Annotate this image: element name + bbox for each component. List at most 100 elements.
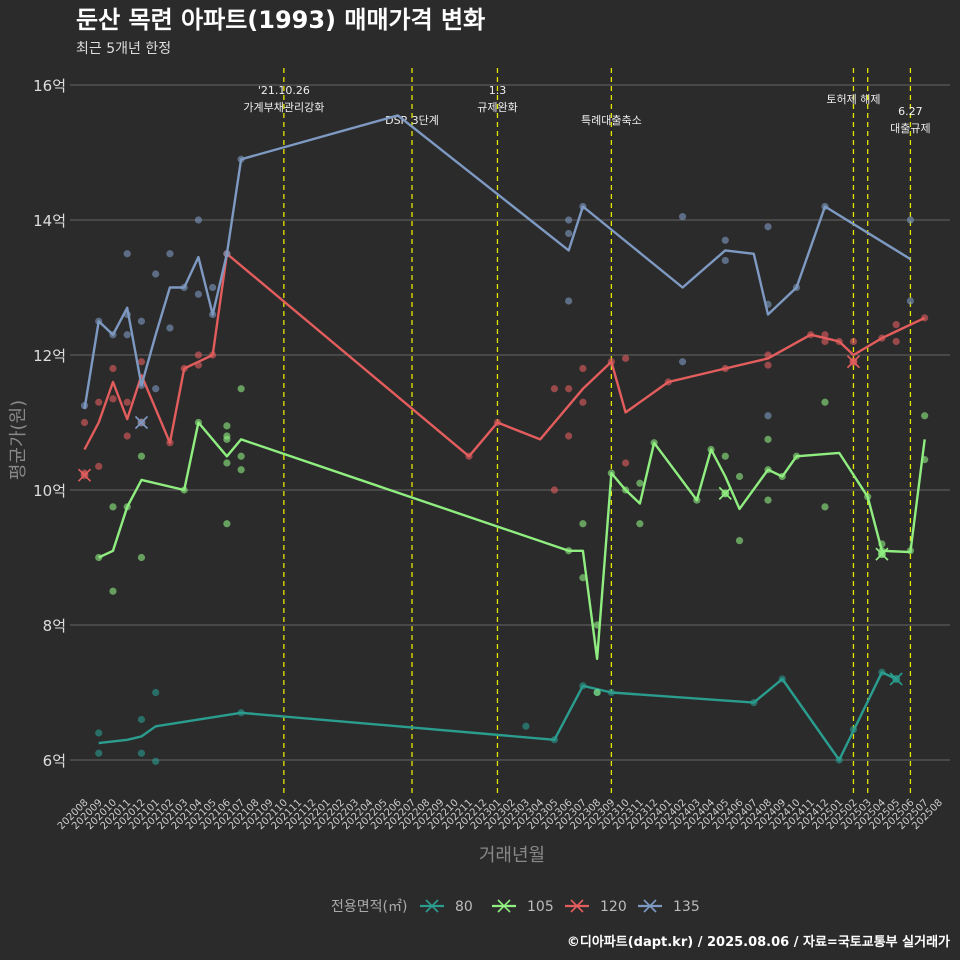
y-axis-ticks: 6억 8억 10억 12억 14억 16억 bbox=[33, 77, 66, 770]
data-point bbox=[821, 503, 829, 511]
data-point bbox=[194, 290, 203, 298]
event-label: 1.3 bbox=[489, 84, 507, 97]
data-point bbox=[579, 398, 587, 406]
event-label: 특례대출축소 bbox=[581, 114, 642, 127]
cross-point bbox=[134, 415, 149, 430]
legend-label: 105 bbox=[527, 899, 554, 915]
data-point bbox=[137, 749, 146, 757]
y-tick-label: 6억 bbox=[43, 752, 66, 770]
legend-swatch-cross bbox=[643, 899, 657, 913]
legend-swatch-cross bbox=[497, 899, 511, 913]
legend-item-80: 80 bbox=[420, 899, 473, 915]
cross-point bbox=[889, 672, 903, 686]
data-point bbox=[223, 520, 231, 528]
data-point bbox=[821, 398, 829, 406]
data-point bbox=[109, 587, 117, 595]
cross-point bbox=[77, 468, 92, 482]
data-point bbox=[579, 574, 587, 582]
data-point bbox=[152, 385, 160, 393]
data-point bbox=[123, 432, 131, 440]
data-point bbox=[622, 354, 630, 362]
event-label: 토허제 해제 bbox=[826, 92, 880, 106]
chart-title: 둔산 목련 아파트(1993) 매매가격 변화 bbox=[76, 6, 485, 34]
data-point bbox=[137, 715, 146, 724]
cross-point bbox=[875, 547, 889, 561]
data-point bbox=[678, 213, 687, 221]
data-point bbox=[237, 466, 245, 474]
data-point bbox=[579, 364, 587, 373]
legend-item-120: 120 bbox=[565, 899, 627, 915]
data-point bbox=[565, 297, 573, 305]
data-point bbox=[137, 317, 146, 325]
data-point bbox=[194, 216, 203, 224]
data-point bbox=[550, 385, 559, 393]
data-point bbox=[223, 435, 231, 443]
data-point bbox=[223, 422, 231, 430]
series-line bbox=[98, 421, 926, 660]
series-105 bbox=[95, 385, 929, 697]
data-point bbox=[735, 537, 744, 545]
data-point bbox=[80, 418, 89, 427]
data-point bbox=[593, 688, 601, 697]
data-point bbox=[152, 270, 160, 278]
series-120 bbox=[77, 250, 929, 494]
legend-label: 80 bbox=[455, 899, 473, 915]
data-point bbox=[137, 553, 146, 562]
data-point bbox=[721, 256, 729, 265]
cross-point bbox=[846, 355, 861, 369]
series-line bbox=[98, 671, 897, 762]
series-line bbox=[83, 114, 912, 410]
data-point bbox=[579, 520, 587, 528]
data-point bbox=[636, 520, 644, 528]
y-tick-label: 12억 bbox=[33, 347, 66, 365]
data-point bbox=[209, 283, 217, 292]
event-label: 대출규제 bbox=[890, 122, 930, 135]
data-point bbox=[194, 351, 203, 359]
data-point bbox=[565, 432, 573, 440]
data-point bbox=[906, 297, 915, 305]
event-label: 규제완화 bbox=[477, 101, 517, 114]
series-layer bbox=[77, 114, 929, 765]
data-point bbox=[109, 395, 117, 403]
cross-point bbox=[718, 486, 732, 500]
data-point bbox=[152, 757, 160, 765]
data-point bbox=[237, 385, 245, 393]
legend-label: 135 bbox=[673, 899, 700, 915]
data-point bbox=[223, 459, 231, 467]
data-point bbox=[764, 496, 772, 504]
data-point bbox=[565, 229, 573, 238]
data-point bbox=[123, 331, 131, 339]
data-point bbox=[764, 361, 772, 369]
data-point bbox=[849, 337, 858, 346]
data-point bbox=[764, 223, 772, 231]
y-tick-label: 14억 bbox=[33, 212, 66, 230]
event-label: '21.10.26 bbox=[258, 84, 310, 97]
x-axis-ticks: 2020082020092020102020112020122021012021… bbox=[56, 797, 945, 832]
data-point bbox=[565, 216, 573, 224]
legend-item-105: 105 bbox=[492, 899, 554, 915]
data-point bbox=[95, 729, 103, 737]
caption: ©디아파트(dapt.kr) / 2025.08.06 / 자료=국토교통부 실… bbox=[567, 934, 950, 950]
x-axis-label: 거래년월 bbox=[479, 845, 545, 866]
legend-title: 전용면적(㎡) bbox=[331, 899, 407, 915]
y-tick-label: 8억 bbox=[43, 617, 66, 635]
data-point bbox=[123, 398, 131, 406]
gridlines bbox=[70, 84, 950, 761]
data-point bbox=[95, 462, 103, 470]
data-point bbox=[109, 503, 117, 511]
data-point bbox=[636, 479, 644, 487]
data-point bbox=[892, 321, 900, 329]
data-point bbox=[137, 358, 146, 366]
data-point bbox=[166, 250, 174, 258]
y-axis-label: 평균가(원) bbox=[8, 400, 29, 480]
legend: 전용면적(㎡) 80 105 120 135 bbox=[331, 899, 700, 915]
data-point bbox=[550, 486, 559, 494]
series-135 bbox=[80, 114, 915, 430]
data-point bbox=[721, 236, 729, 244]
chart-subtitle: 최근 5개년 한정 bbox=[76, 41, 171, 57]
data-point bbox=[137, 452, 146, 460]
event-label: 6.27 bbox=[898, 105, 923, 118]
data-point bbox=[678, 358, 687, 366]
data-point bbox=[764, 435, 772, 443]
